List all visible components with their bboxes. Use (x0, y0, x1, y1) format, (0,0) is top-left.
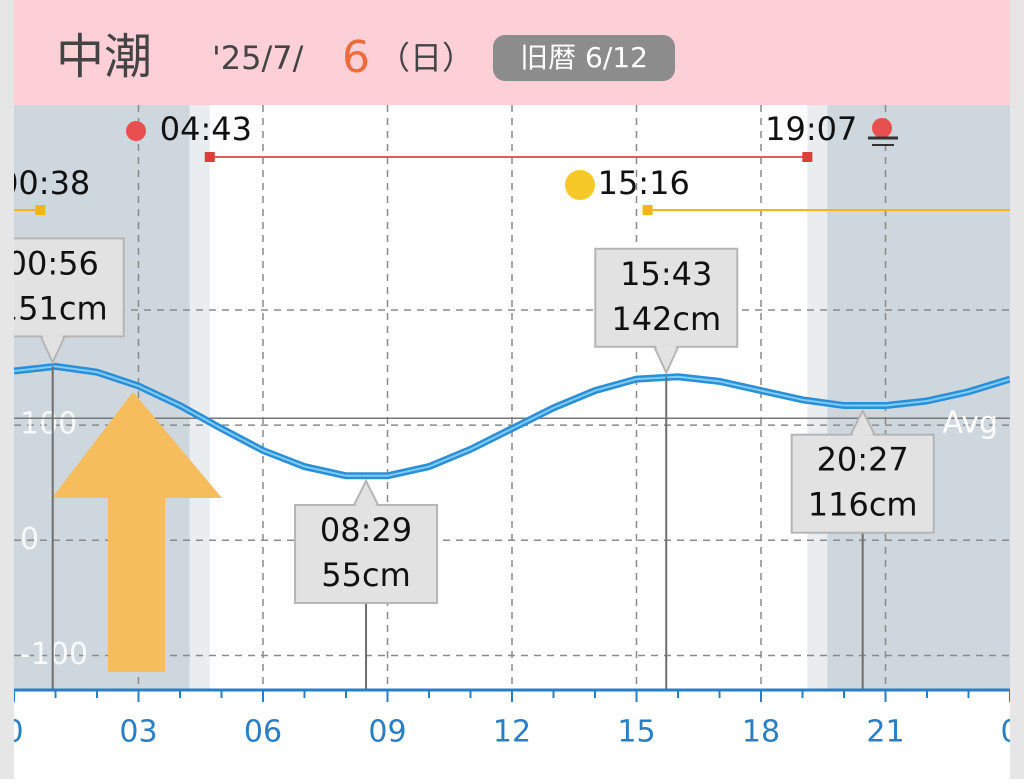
y-tick-label: 100 (20, 407, 77, 442)
moonset-time: 00:38 (0, 164, 90, 202)
extreme-time: 15:43 (620, 255, 712, 293)
moon-marker (642, 205, 653, 215)
x-tick-label: 06 (244, 715, 282, 750)
sun-marker (802, 152, 813, 162)
sunrise-time: 04:43 (160, 110, 252, 148)
extreme-height: 116cm (808, 486, 918, 524)
extreme-height: 55cm (321, 556, 410, 594)
callout-box (14, 237, 125, 338)
callout-box (294, 503, 439, 604)
x-tick-label: 12 (493, 715, 531, 750)
x-tick-label: 15 (617, 715, 655, 750)
callout-joint (41, 335, 64, 347)
callout-joint (851, 424, 874, 436)
y-tick-label: 0 (20, 522, 39, 557)
twilight (189, 105, 210, 690)
x-tick-label: 03 (119, 715, 157, 750)
extreme-time: 00:56 (7, 244, 99, 282)
extreme-height: 151cm (0, 289, 108, 327)
moon-marker (35, 205, 46, 215)
extreme-height: 142cm (611, 300, 721, 338)
callout-joint (655, 345, 678, 357)
weekday: （日） (378, 39, 474, 77)
moonrise-time: 15:16 (598, 164, 690, 202)
sunset-icon (872, 118, 892, 138)
extreme-time: 08:29 (320, 511, 412, 549)
callout-box (790, 433, 935, 534)
avg-label: Avg (942, 406, 998, 441)
tide-curve (14, 365, 1010, 477)
right-edge (1010, 0, 1024, 779)
callouts: 00:56 151cm 08:29 55cm 15:43 142cm 20:27 116cm (0, 237, 935, 690)
tide-name: 中潮 (56, 29, 152, 85)
lunar-badge (493, 35, 675, 81)
lunar-date: 旧暦 6/12 (520, 41, 648, 74)
arrow-annotation (52, 392, 222, 672)
night (827, 105, 1010, 690)
day: 6 (342, 32, 370, 83)
callout-joint (355, 494, 378, 506)
marks: 04:43 19:07 15:16 00:38 (0, 110, 1010, 480)
sunset-time: 19:07 (765, 110, 857, 148)
extreme-time: 20:27 (817, 441, 909, 479)
x-tick-label: 09 (368, 715, 406, 750)
left-edge (0, 0, 14, 779)
y-tick-label: -100 (20, 637, 88, 672)
x-tick-label: 18 (742, 715, 780, 750)
moon-icon (565, 170, 595, 200)
date: '25/7/ (212, 39, 304, 77)
x-tick-label: 21 (866, 715, 904, 750)
callout-box (594, 247, 739, 348)
twilight (807, 105, 828, 690)
sunrise-icon (126, 121, 146, 141)
sun-marker (204, 152, 215, 162)
